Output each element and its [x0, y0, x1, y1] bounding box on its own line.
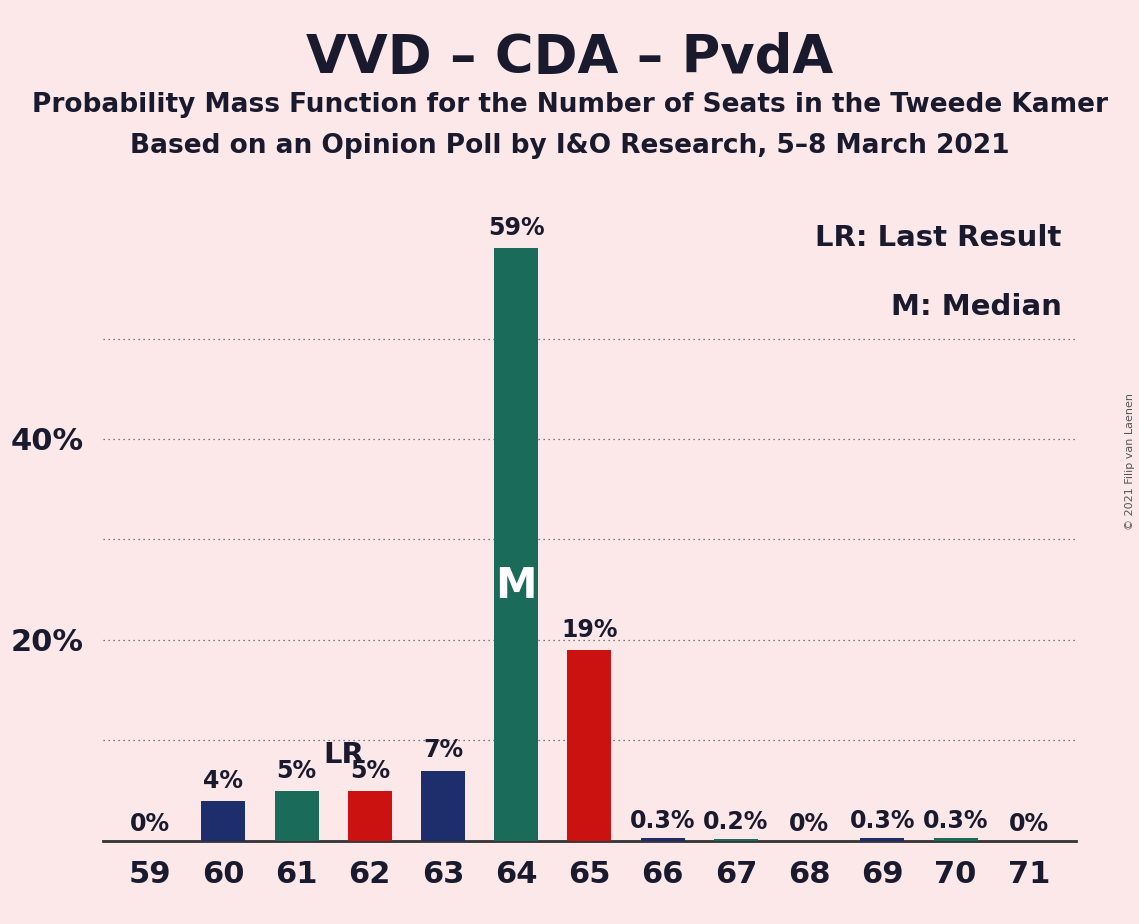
- Bar: [934, 838, 977, 841]
- Bar: [274, 791, 319, 841]
- Text: 0.3%: 0.3%: [923, 808, 989, 833]
- Text: 0%: 0%: [130, 812, 170, 836]
- Text: 5%: 5%: [350, 759, 390, 783]
- Text: LR: Last Result: LR: Last Result: [816, 224, 1062, 251]
- Text: Based on an Opinion Poll by I&O Research, 5–8 March 2021: Based on an Opinion Poll by I&O Research…: [130, 133, 1009, 159]
- Text: 19%: 19%: [562, 618, 617, 642]
- Text: 0.3%: 0.3%: [850, 808, 915, 833]
- Text: © 2021 Filip van Laenen: © 2021 Filip van Laenen: [1125, 394, 1134, 530]
- Bar: [421, 771, 465, 841]
- Bar: [347, 791, 392, 841]
- Text: 0%: 0%: [1009, 812, 1049, 836]
- Text: Probability Mass Function for the Number of Seats in the Tweede Kamer: Probability Mass Function for the Number…: [32, 92, 1107, 118]
- Text: 7%: 7%: [423, 738, 464, 762]
- Text: 0.2%: 0.2%: [703, 809, 769, 833]
- Bar: [567, 650, 612, 841]
- Bar: [202, 801, 245, 841]
- Text: 5%: 5%: [277, 759, 317, 783]
- Text: 0.3%: 0.3%: [630, 808, 696, 833]
- Text: 59%: 59%: [487, 216, 544, 240]
- Text: LR: LR: [323, 740, 364, 769]
- Bar: [714, 839, 757, 841]
- Bar: [494, 248, 539, 841]
- Text: M: Median: M: Median: [891, 293, 1062, 322]
- Bar: [860, 838, 904, 841]
- Text: 4%: 4%: [204, 769, 244, 793]
- Bar: [641, 838, 685, 841]
- Text: M: M: [495, 565, 536, 607]
- Text: 0%: 0%: [789, 812, 829, 836]
- Text: VVD – CDA – PvdA: VVD – CDA – PvdA: [306, 32, 833, 84]
